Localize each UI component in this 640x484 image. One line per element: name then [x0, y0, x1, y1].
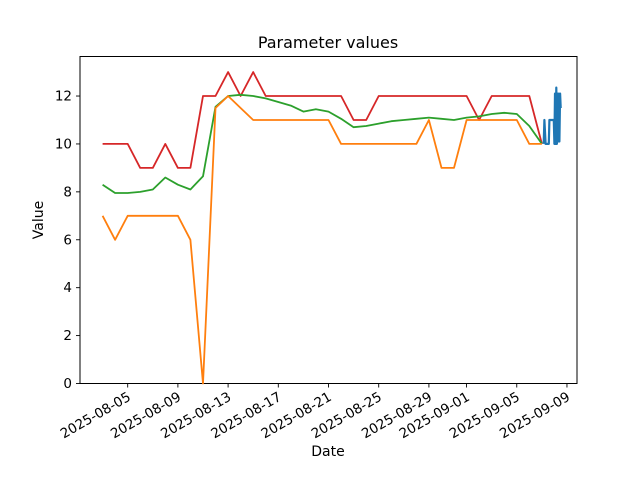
- y-tick-label: 0: [63, 376, 72, 392]
- x-axis-label: Date: [311, 444, 345, 460]
- series-blue: [542, 86, 562, 145]
- series-green: [102, 93, 543, 194]
- y-tick-label: 12: [55, 89, 72, 105]
- y-tick-label: 6: [63, 232, 72, 248]
- series-orange: [101, 95, 542, 385]
- y-tick-label: 2: [63, 328, 72, 344]
- series-red: [102, 71, 543, 169]
- chart-title: Parameter values: [257, 33, 399, 52]
- y-tick-label: 10: [55, 136, 72, 152]
- y-axis-label: Value: [31, 200, 47, 240]
- y-tick-label: 4: [63, 280, 72, 296]
- plot-frame: [79, 56, 578, 384]
- y-tick-label: 8: [63, 184, 72, 200]
